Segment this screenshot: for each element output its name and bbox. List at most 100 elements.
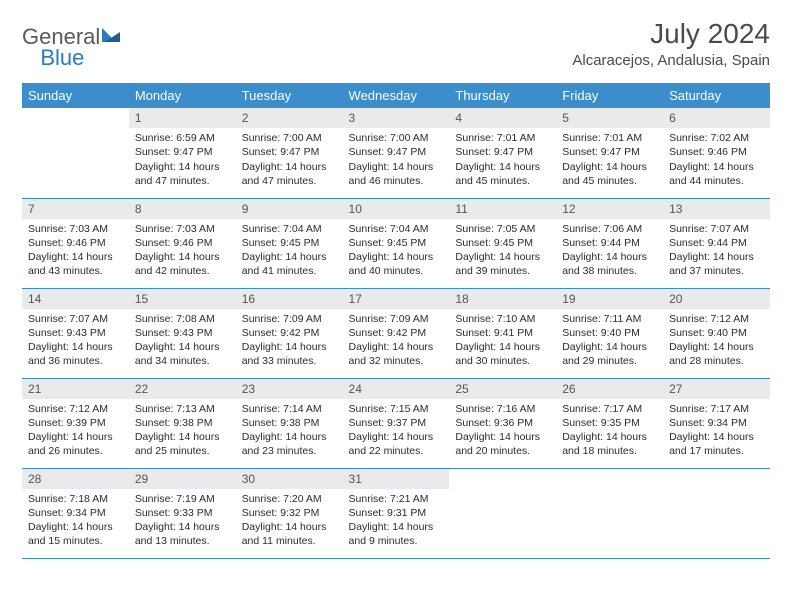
calendar-day-cell: 12Sunrise: 7:06 AMSunset: 9:44 PMDayligh… (556, 198, 663, 288)
sunrise-text: Sunrise: 7:04 AM (242, 222, 337, 236)
sunrise-text: Sunrise: 7:13 AM (135, 402, 230, 416)
calendar-day-cell: 13 Sunrise: 7:07 AMSunset: 9:44 PMDayligh… (663, 198, 770, 288)
sunrise-text: Sunrise: 7:12 AM (28, 402, 123, 416)
day-number: 12 (556, 199, 663, 219)
day-body: Sunrise: 7:05 AMSunset: 9:45 PMDaylight:… (449, 219, 556, 283)
sunrise-text: Sunrise: 7:15 AM (349, 402, 444, 416)
daylight-text: Daylight: 14 hours and 42 minutes. (135, 250, 230, 278)
daylight-text: Daylight: 14 hours and 45 minutes. (455, 160, 550, 188)
calendar-day-cell: 3Sunrise: 7:00 AMSunset: 9:47 PMDaylight… (343, 108, 450, 198)
day-number: 19 (556, 289, 663, 309)
calendar-day-cell: 18Sunrise: 7:10 AMSunset: 9:41 PMDayligh… (449, 288, 556, 378)
sunset-text: Sunset: 9:40 PM (669, 326, 764, 340)
day-body: Sunrise: 7:19 AMSunset: 9:33 PMDaylight:… (129, 489, 236, 553)
daylight-text: Daylight: 14 hours and 44 minutes. (669, 160, 764, 188)
sunrise-text: Sunrise: 7:07 AM (669, 222, 764, 236)
calendar-day-cell: 22Sunrise: 7:13 AMSunset: 9:38 PMDayligh… (129, 378, 236, 468)
day-number: 16 (236, 289, 343, 309)
day-number: 1 (129, 108, 236, 128)
day-number: 15 (129, 289, 236, 309)
sunrise-text: Sunrise: 7:12 AM (669, 312, 764, 326)
brand-word2-line: Blue (22, 45, 770, 71)
calendar-day-cell: 15Sunrise: 7:08 AMSunset: 9:43 PMDayligh… (129, 288, 236, 378)
day-body: Sunrise: 7:13 AMSunset: 9:38 PMDaylight:… (129, 399, 236, 463)
sunset-text: Sunset: 9:45 PM (455, 236, 550, 250)
calendar-day-cell (663, 468, 770, 558)
day-body: Sunrise: 7:01 AMSunset: 9:47 PMDaylight:… (449, 128, 556, 192)
sunset-text: Sunset: 9:42 PM (242, 326, 337, 340)
sunset-text: Sunset: 9:47 PM (562, 145, 657, 159)
day-number: 8 (129, 199, 236, 219)
day-body: Sunrise: 7:08 AMSunset: 9:43 PMDaylight:… (129, 309, 236, 373)
weekday-header: Friday (556, 83, 663, 108)
sunrise-text: Sunrise: 6:59 AM (135, 131, 230, 145)
day-number: 22 (129, 379, 236, 399)
calendar-head: SundayMondayTuesdayWednesdayThursdayFrid… (22, 83, 770, 108)
daylight-text: Daylight: 14 hours and 15 minutes. (28, 520, 123, 548)
sunset-text: Sunset: 9:32 PM (242, 506, 337, 520)
weekday-header: Thursday (449, 83, 556, 108)
day-number: 13 (663, 199, 770, 219)
day-body: Sunrise: 7:01 AMSunset: 9:47 PMDaylight:… (556, 128, 663, 192)
day-body: Sunrise: 7:03 AMSunset: 9:46 PMDaylight:… (129, 219, 236, 283)
sunset-text: Sunset: 9:33 PM (135, 506, 230, 520)
sunset-text: Sunset: 9:40 PM (562, 326, 657, 340)
sunset-text: Sunset: 9:35 PM (562, 416, 657, 430)
day-body: Sunrise: 7:15 AMSunset: 9:37 PMDaylight:… (343, 399, 450, 463)
sunset-text: Sunset: 9:34 PM (669, 416, 764, 430)
day-body: Sunrise: 7:17 AMSunset: 9:35 PMDaylight:… (556, 399, 663, 463)
day-body: Sunrise: 7:12 AMSunset: 9:39 PMDaylight:… (22, 399, 129, 463)
sunset-text: Sunset: 9:47 PM (349, 145, 444, 159)
sunrise-text: Sunrise: 7:17 AM (562, 402, 657, 416)
brand-word2: Blue (40, 45, 84, 70)
daylight-text: Daylight: 14 hours and 47 minutes. (242, 160, 337, 188)
daylight-text: Daylight: 14 hours and 23 minutes. (242, 430, 337, 458)
day-body: Sunrise: 7:12 AMSunset: 9:40 PMDaylight:… (663, 309, 770, 373)
day-body: Sunrise: 7:14 AMSunset: 9:38 PMDaylight:… (236, 399, 343, 463)
daylight-text: Daylight: 14 hours and 37 minutes. (669, 250, 764, 278)
day-body: Sunrise: 7:09 AMSunset: 9:42 PMDaylight:… (343, 309, 450, 373)
sunrise-text: Sunrise: 7:00 AM (349, 131, 444, 145)
day-number: 5 (556, 108, 663, 128)
calendar-day-cell (22, 108, 129, 198)
daylight-text: Daylight: 14 hours and 46 minutes. (349, 160, 444, 188)
daylight-text: Daylight: 14 hours and 28 minutes. (669, 340, 764, 368)
daylight-text: Daylight: 14 hours and 33 minutes. (242, 340, 337, 368)
day-body: Sunrise: 7:20 AMSunset: 9:32 PMDaylight:… (236, 489, 343, 553)
day-number: 29 (129, 469, 236, 489)
calendar-day-cell (449, 468, 556, 558)
daylight-text: Daylight: 14 hours and 41 minutes. (242, 250, 337, 278)
daylight-text: Daylight: 14 hours and 9 minutes. (349, 520, 444, 548)
sunset-text: Sunset: 9:36 PM (455, 416, 550, 430)
day-body: Sunrise: 6:59 AMSunset: 9:47 PMDaylight:… (129, 128, 236, 192)
day-number: 25 (449, 379, 556, 399)
day-number: 18 (449, 289, 556, 309)
sunrise-text: Sunrise: 7:09 AM (242, 312, 337, 326)
sunset-text: Sunset: 9:38 PM (242, 416, 337, 430)
day-body: Sunrise: 7:07 AMSunset: 9:43 PMDaylight:… (22, 309, 129, 373)
day-body: Sunrise: 7:18 AMSunset: 9:34 PMDaylight:… (22, 489, 129, 553)
daylight-text: Daylight: 14 hours and 22 minutes. (349, 430, 444, 458)
daylight-text: Daylight: 14 hours and 36 minutes. (28, 340, 123, 368)
daylight-text: Daylight: 14 hours and 25 minutes. (135, 430, 230, 458)
sunrise-text: Sunrise: 7:01 AM (455, 131, 550, 145)
sunset-text: Sunset: 9:43 PM (135, 326, 230, 340)
sunrise-text: Sunrise: 7:11 AM (562, 312, 657, 326)
day-number: 2 (236, 108, 343, 128)
sunrise-text: Sunrise: 7:05 AM (455, 222, 550, 236)
calendar-day-cell: 5Sunrise: 7:01 AMSunset: 9:47 PMDaylight… (556, 108, 663, 198)
sunset-text: Sunset: 9:39 PM (28, 416, 123, 430)
daylight-text: Daylight: 14 hours and 13 minutes. (135, 520, 230, 548)
sunset-text: Sunset: 9:41 PM (455, 326, 550, 340)
sunset-text: Sunset: 9:42 PM (349, 326, 444, 340)
daylight-text: Daylight: 14 hours and 18 minutes. (562, 430, 657, 458)
sunset-text: Sunset: 9:47 PM (135, 145, 230, 159)
calendar-week-row: 7Sunrise: 7:03 AMSunset: 9:46 PMDaylight… (22, 198, 770, 288)
calendar-day-cell: 31Sunrise: 7:21 AMSunset: 9:31 PMDayligh… (343, 468, 450, 558)
calendar-day-cell: 23Sunrise: 7:14 AMSunset: 9:38 PMDayligh… (236, 378, 343, 468)
calendar-day-cell: 7Sunrise: 7:03 AMSunset: 9:46 PMDaylight… (22, 198, 129, 288)
calendar-day-cell: 25Sunrise: 7:16 AMSunset: 9:36 PMDayligh… (449, 378, 556, 468)
sunset-text: Sunset: 9:44 PM (669, 236, 764, 250)
weekday-header: Tuesday (236, 83, 343, 108)
daylight-text: Daylight: 14 hours and 29 minutes. (562, 340, 657, 368)
